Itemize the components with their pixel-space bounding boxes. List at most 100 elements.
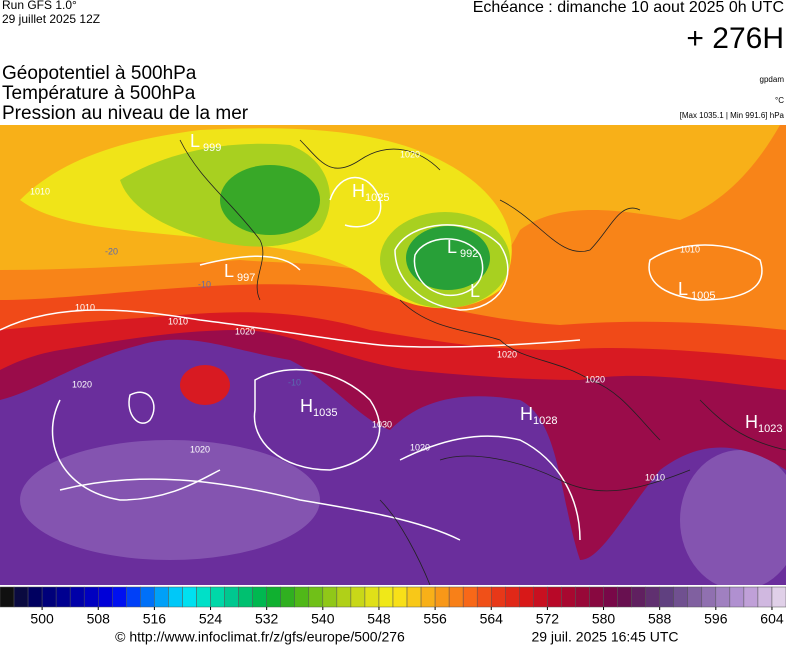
unit-label: [Max 1035.1 | Min 991.6] hPa	[680, 111, 785, 120]
colorbar-swatch	[575, 586, 590, 608]
colorbar-tick-label: 540	[311, 611, 335, 627]
isobar-label: 1020	[585, 374, 605, 384]
unit-label: gpdam	[760, 75, 785, 84]
colorbar-swatch	[252, 586, 267, 608]
colorbar-swatch	[41, 586, 57, 608]
center-letter: L	[447, 237, 457, 257]
center-letter: L	[224, 261, 234, 281]
isobar-label: 1010	[645, 472, 665, 482]
colorbar-swatch	[13, 586, 29, 608]
coastlines	[179, 139, 786, 585]
colorbar-tick-label: 524	[199, 611, 223, 627]
colorbar-swatch	[83, 586, 99, 608]
field-label: Géopotentiel à 500hPa	[2, 63, 197, 84]
colorbar-tick-label: 508	[87, 611, 111, 627]
colorbar-swatch	[420, 586, 436, 608]
colorbar-swatch	[322, 586, 338, 608]
field-label: Température à 500hPa	[2, 83, 196, 104]
colorbar-swatch	[308, 586, 324, 608]
center-letter: H	[300, 396, 313, 416]
isobar-label: 1010	[75, 302, 95, 312]
center-letter: H	[745, 412, 758, 432]
colorbar-swatch	[210, 586, 225, 608]
colorbar-tick-label: 588	[648, 611, 672, 627]
colorbar-swatch	[589, 586, 604, 608]
isobar-label: 1020	[72, 379, 92, 389]
center-pressure: 1023	[758, 423, 782, 435]
isobar-label: 1020	[497, 349, 517, 359]
colorbar-swatch	[238, 586, 253, 608]
colorbar-swatch	[729, 586, 745, 608]
colorbar-swatch	[434, 586, 450, 608]
colorbar-swatch	[771, 586, 786, 608]
center-letter: L	[190, 131, 200, 151]
center-pressure: 999	[203, 142, 221, 154]
colorbar-swatch	[294, 586, 310, 608]
colorbar-swatch	[168, 586, 183, 608]
colorbar-swatch	[378, 586, 394, 608]
colorbar-swatch	[69, 586, 85, 608]
colorbar: 500 508 516 524 532 540 548 556 564 572 580 588 596 6…	[0, 586, 786, 627]
colorbar-swatch	[476, 586, 492, 608]
colorbar-swatch	[505, 586, 520, 608]
center-pressure: 997	[237, 272, 255, 284]
colorbar-swatch	[519, 586, 534, 608]
center-pressure: 1005	[691, 290, 715, 302]
field-area	[220, 165, 320, 235]
colorbar-swatch	[0, 586, 15, 608]
valid-time: Echéance : dimanche 10 aout 2025 0h UTC	[473, 0, 784, 16]
colorbar-tick-label: 564	[480, 611, 504, 627]
colorbar-swatch	[687, 586, 703, 608]
colorbar-swatch	[182, 586, 197, 608]
colorbar-swatch	[701, 586, 717, 608]
isobar-label: 1030	[372, 419, 392, 429]
colorbar-swatch	[533, 586, 548, 608]
field-area	[680, 450, 786, 585]
colorbar-swatch	[715, 586, 731, 608]
colorbar-swatch	[561, 586, 576, 608]
colorbar-swatch	[617, 586, 632, 608]
center-letter: L	[470, 281, 480, 301]
colorbar-tick-label: 572	[536, 611, 560, 627]
colorbar-swatch	[27, 586, 43, 608]
colorbar-swatch	[406, 586, 422, 608]
center-pressure: 1035	[313, 407, 337, 419]
center-pressure: 1028	[533, 415, 557, 427]
field-label: Pression au niveau de la mer	[2, 103, 249, 124]
temperature-label: -10	[288, 377, 301, 387]
center-letter: L	[678, 279, 688, 299]
run-label: Run GFS 1.0°	[2, 0, 77, 12]
center-letter: H	[520, 404, 533, 424]
colorbar-tick-label: 580	[592, 611, 616, 627]
field-area	[180, 365, 230, 405]
colorbar-tick-label: 500	[30, 611, 54, 627]
center-pressure: 992	[460, 248, 478, 260]
colorbar-swatch	[462, 586, 478, 608]
colorbar-swatch	[266, 586, 281, 608]
colorbar-tick-label: 532	[255, 611, 279, 627]
colorbar-swatch	[224, 586, 239, 608]
temperature-label: -10	[198, 279, 211, 289]
colorbar-swatch	[112, 586, 127, 608]
colorbar-swatch	[196, 586, 211, 608]
isobar-label: 1010	[30, 186, 50, 196]
timestamp: 29 juil. 2025 16:45 UTC	[531, 629, 678, 645]
isobar-label: 1020	[400, 149, 420, 159]
colorbar-tick-label: 604	[760, 611, 784, 627]
colorbar-swatch	[645, 586, 660, 608]
colorbar-swatch	[603, 586, 618, 608]
center-letter: H	[352, 181, 365, 201]
isobar-label: 1020	[190, 444, 210, 454]
colorbar-swatch	[448, 586, 464, 608]
colorbar-swatch	[350, 586, 366, 608]
isobar-label: 1010	[680, 244, 700, 254]
isobar-label: 1010	[168, 316, 188, 326]
temperature-label: -20	[105, 246, 118, 256]
colorbar-tick-label: 596	[704, 611, 728, 627]
field-area	[20, 440, 320, 560]
colorbar-swatch	[364, 586, 380, 608]
isobar-label: 1020	[235, 326, 255, 336]
colorbar-swatch	[140, 586, 155, 608]
